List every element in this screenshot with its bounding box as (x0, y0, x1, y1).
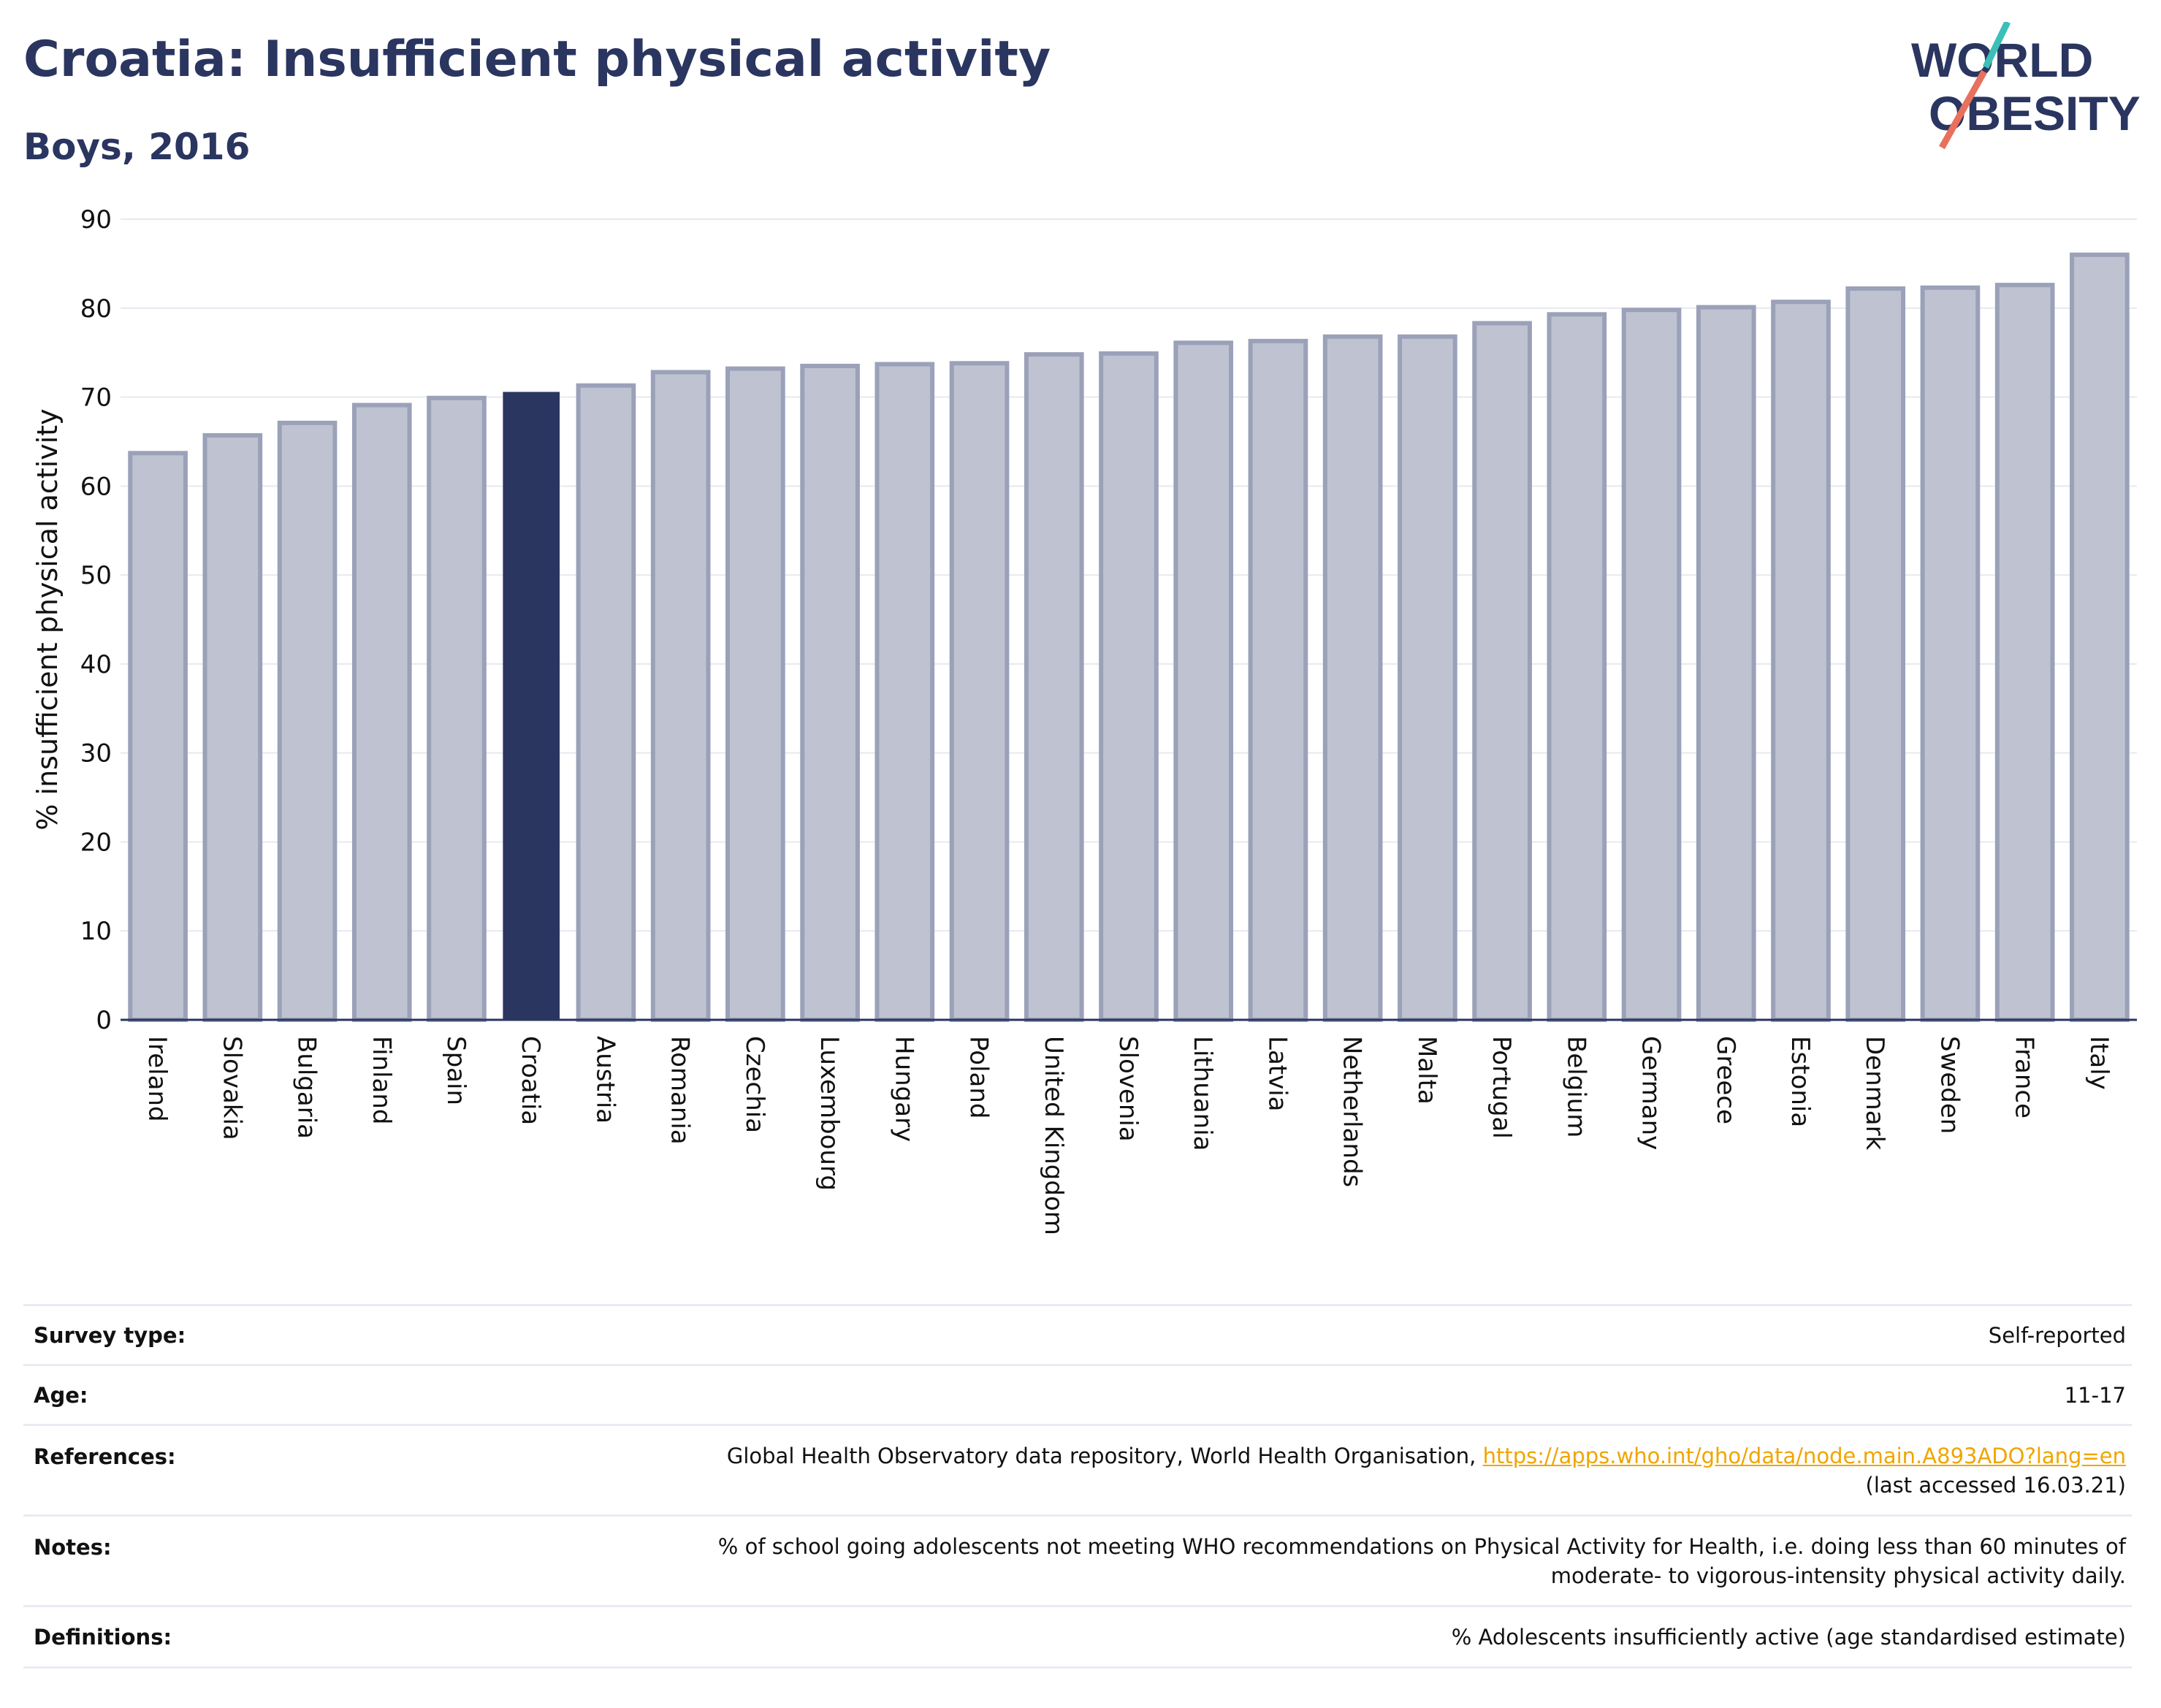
meta-value: 11-17 (418, 1364, 2132, 1425)
x-tick-label: Belgium (1561, 1036, 1590, 1137)
bar-slovakia (202, 432, 263, 1022)
y-tick-label: 80 (80, 294, 112, 324)
bar-netherlands (1322, 334, 1383, 1023)
x-tick-label: Slovenia (1113, 1036, 1143, 1142)
bar-denmark (1845, 286, 1906, 1022)
x-tick-label: Finland (367, 1036, 396, 1125)
x-tick-label: Greece (1711, 1036, 1740, 1124)
meta-value: % of school going adolescents not meetin… (418, 1514, 2132, 1606)
bar-germany (1621, 308, 1682, 1023)
x-tick-label: Estonia (1785, 1036, 1815, 1127)
x-tick-label: Portugal (1487, 1036, 1516, 1139)
meta-value: % Adolescents insufficiently active (age… (418, 1605, 2132, 1669)
bar-chart: 0 10 20 30 40 50 60 70 80 90 Ireland Slovakia Bulga… (31, 205, 2137, 1235)
x-tick-label: Malta (1412, 1036, 1441, 1105)
x-tick-label: Lithuania (1188, 1036, 1217, 1151)
bar-spain (427, 395, 487, 1022)
bar-malta (1398, 334, 1457, 1023)
logo-slash-coral (1939, 69, 1987, 150)
x-tick-label: Italy (2084, 1036, 2114, 1090)
x-tick-label: Croatia (516, 1036, 545, 1125)
references-text: Global Health Observatory data repositor… (726, 1443, 1483, 1468)
x-tick-label: Sweden (1935, 1036, 1964, 1134)
x-tick-label: Romania (666, 1036, 695, 1145)
x-tick-label: Bulgaria (292, 1036, 321, 1139)
meta-row-age: Age: 11-17 (23, 1364, 2132, 1425)
meta-label: Age: (23, 1364, 418, 1425)
y-axis-title: % insufficient physical activity (31, 408, 64, 830)
references-link[interactable]: https://apps.who.int/gho/data/node.main.… (1482, 1443, 2126, 1468)
x-axis-ticks: Ireland Slovakia Bulgaria Finland Spain Croat… (142, 1036, 2114, 1235)
bar-croatia (503, 392, 560, 1021)
bar-luxembourg (800, 363, 860, 1022)
bar-poland (949, 361, 1010, 1022)
bar-romania (650, 370, 711, 1022)
meta-row-definitions: Definitions: % Adolescents insufficientl… (23, 1605, 2132, 1669)
bar-lithuania (1173, 340, 1234, 1022)
metadata-table: Survey type: Self-reported Age: 11-17 Re… (23, 1304, 2132, 1669)
bar-greece (1696, 305, 1756, 1022)
y-tick-label: 20 (80, 828, 112, 857)
meta-label: Survey type: (23, 1304, 418, 1365)
y-tick-label: 60 (80, 472, 112, 501)
bar-france (1994, 283, 2055, 1023)
bar-estonia (1771, 300, 1831, 1022)
y-tick-label: 0 (96, 1006, 112, 1035)
meta-row-survey-type: Survey type: Self-reported (23, 1304, 2132, 1365)
bar-ireland (128, 451, 188, 1022)
chart-subtitle: Boys, 2016 (23, 126, 251, 168)
meta-value: Global Health Observatory data repositor… (418, 1424, 2132, 1516)
x-tick-label: Netherlands (1338, 1036, 1367, 1187)
logo-line1: WORLD (1911, 33, 2093, 87)
notes-line2: moderate- to vigorous-intensity physical… (1550, 1563, 2126, 1588)
bar-bulgaria (277, 420, 338, 1022)
x-tick-label: Hungary (889, 1036, 918, 1142)
notes-line1: % of school going adolescents not meetin… (717, 1533, 2126, 1559)
y-axis-ticks: 0 10 20 30 40 50 60 70 80 90 (80, 205, 112, 1035)
meta-row-notes: Notes: % of school going adolescents not… (23, 1514, 2132, 1606)
bar-italy (2070, 252, 2130, 1023)
x-tick-label: Germany (1636, 1036, 1666, 1150)
meta-value: Self-reported (418, 1304, 2132, 1365)
x-tick-label: Poland (964, 1036, 994, 1119)
y-tick-label: 90 (80, 205, 112, 235)
bar-united-kingdom (1024, 352, 1084, 1022)
x-tick-label: United Kingdom (1039, 1036, 1068, 1235)
bar-slovenia (1099, 351, 1159, 1022)
meta-row-references: References: Global Health Observatory da… (23, 1424, 2132, 1516)
y-tick-label: 10 (80, 917, 112, 946)
x-tick-label: Austria (590, 1036, 620, 1124)
bar-belgium (1547, 312, 1607, 1022)
bar-portugal (1472, 321, 1532, 1023)
x-tick-label: Denmark (1860, 1036, 1889, 1151)
x-tick-label: Latvia (1262, 1036, 1292, 1112)
y-tick-label: 70 (80, 384, 112, 413)
x-tick-label: Luxembourg (815, 1036, 844, 1191)
x-tick-label: Spain (441, 1036, 470, 1105)
bar-sweden (1920, 285, 1981, 1023)
bar-austria (576, 383, 636, 1022)
world-obesity-logo: WORLD OBESITY (1911, 22, 2141, 150)
logo-slash-teal (1982, 22, 2011, 69)
meta-label: Notes: (23, 1514, 418, 1606)
y-tick-label: 30 (80, 739, 112, 769)
y-tick-label: 50 (80, 561, 112, 590)
y-tick-label: 40 (80, 650, 112, 679)
x-tick-label: Slovakia (217, 1036, 246, 1140)
x-tick-label: France (2010, 1036, 2039, 1118)
bar-hungary (874, 362, 935, 1022)
bars (128, 252, 2130, 1023)
bar-czechia (725, 366, 785, 1022)
references-accessed: (last accessed 16.03.21) (1865, 1472, 2126, 1498)
bar-latvia (1248, 338, 1308, 1022)
meta-label: Definitions: (23, 1605, 418, 1669)
bar-finland (351, 403, 412, 1022)
x-tick-label: Ireland (142, 1036, 172, 1122)
x-tick-label: Czechia (740, 1036, 769, 1133)
meta-label: References: (23, 1424, 418, 1516)
chart-title: Croatia: Insufficient physical activity (23, 31, 1051, 88)
